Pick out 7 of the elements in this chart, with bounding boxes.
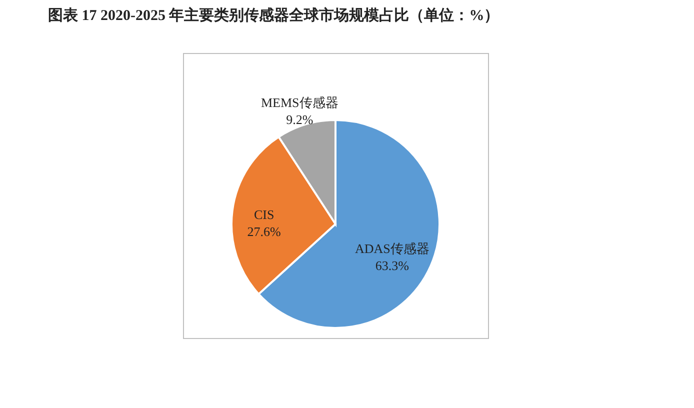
slice-label: MEMS传感器 <box>260 95 338 110</box>
data-label: 63.3% <box>375 258 410 274</box>
data-label: 27.6% <box>247 224 282 239</box>
data-label: 9.2% <box>286 112 314 128</box>
slice-label: ADAS传感器 <box>355 241 430 256</box>
chart-title: 图表 17 2020-2025 年主要类别传感器全球市场规模占比（单位：%） <box>48 6 500 24</box>
slice-label: CIS <box>254 206 274 222</box>
